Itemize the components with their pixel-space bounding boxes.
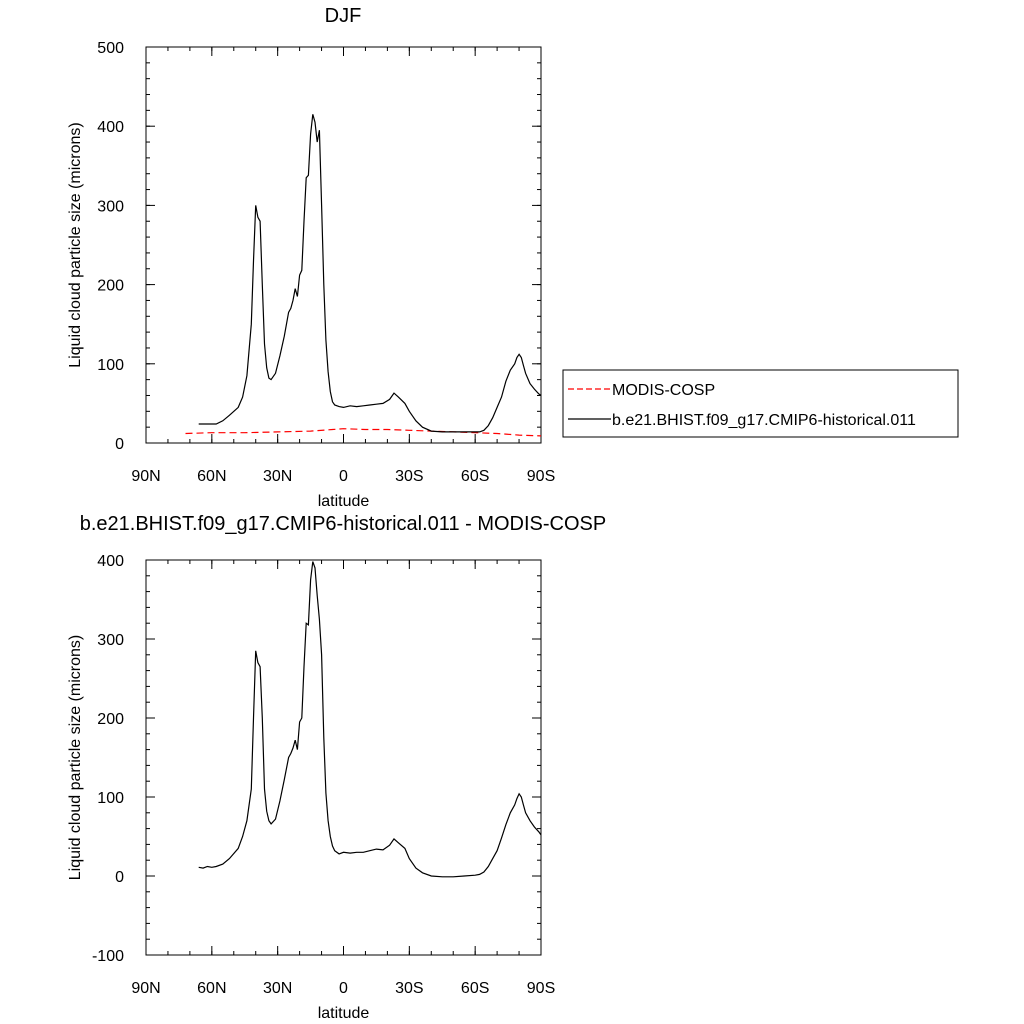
y-tick-label: 100: [97, 357, 124, 374]
chart-title: DJF: [325, 5, 362, 27]
legend-label-modis-cosp: MODIS-COSP: [612, 382, 715, 399]
x-tick-label: 60S: [461, 980, 489, 997]
bottom-panel-difference: b.e21.BHIST.f09_g17.CMIP6-historical.011…: [67, 513, 606, 1022]
y-tick-label: 0: [115, 869, 124, 886]
y-tick-label: 400: [97, 119, 124, 136]
y-tick-label: 200: [97, 711, 124, 728]
y-tick-label: 0: [115, 436, 124, 453]
plot-frame: [145, 46, 542, 444]
x-axis-label: latitude: [318, 493, 370, 510]
x-tick-label: 60N: [197, 980, 226, 997]
y-axis-label: Liquid cloud particle size (microns): [67, 635, 84, 880]
y-tick-label: -100: [92, 948, 124, 965]
y-tick-label: 500: [97, 40, 124, 57]
series-line-modis-cosp: [185, 428, 542, 437]
x-tick-label: 90S: [527, 468, 555, 485]
x-tick-label: 60N: [197, 468, 226, 485]
x-axis-label: latitude: [318, 1005, 370, 1022]
top-panel-djf: DJF 90N 60N 30N 0 30S 60S 90S 0 100 200 300 400 500 la…: [67, 5, 555, 510]
x-tick-label: 60S: [461, 468, 489, 485]
y-tick-label: 300: [97, 198, 124, 215]
y-tick-label: 200: [97, 278, 124, 295]
chart-title: b.e21.BHIST.f09_g17.CMIP6-historical.011…: [80, 513, 607, 535]
legend-label-model: b.e21.BHIST.f09_g17.CMIP6-historical.011: [612, 412, 916, 429]
y-tick-label: 300: [97, 632, 124, 649]
x-tick-label: 30N: [263, 980, 292, 997]
y-axis-label: Liquid cloud particle size (microns): [67, 122, 84, 367]
legend-box: [562, 369, 959, 438]
x-tick-label: 30S: [395, 468, 423, 485]
y-tick-label: 400: [97, 553, 124, 570]
x-tick-label: 90S: [527, 980, 555, 997]
series-line-difference: [198, 561, 542, 878]
x-tick-label: 90N: [131, 468, 160, 485]
plot-frame: [145, 559, 542, 956]
x-tick-label: 30N: [263, 468, 292, 485]
series-line-b-e21-bhist-f09-g17-cmip6-historical-011: [198, 114, 542, 433]
x-tick-label: 30S: [395, 980, 423, 997]
legend: MODIS-COSP b.e21.BHIST.f09_g17.CMIP6-his…: [562, 369, 959, 438]
x-tick-label: 0: [339, 468, 348, 485]
x-tick-label: 0: [339, 980, 348, 997]
y-tick-label: 100: [97, 790, 124, 807]
x-tick-label: 90N: [131, 980, 160, 997]
